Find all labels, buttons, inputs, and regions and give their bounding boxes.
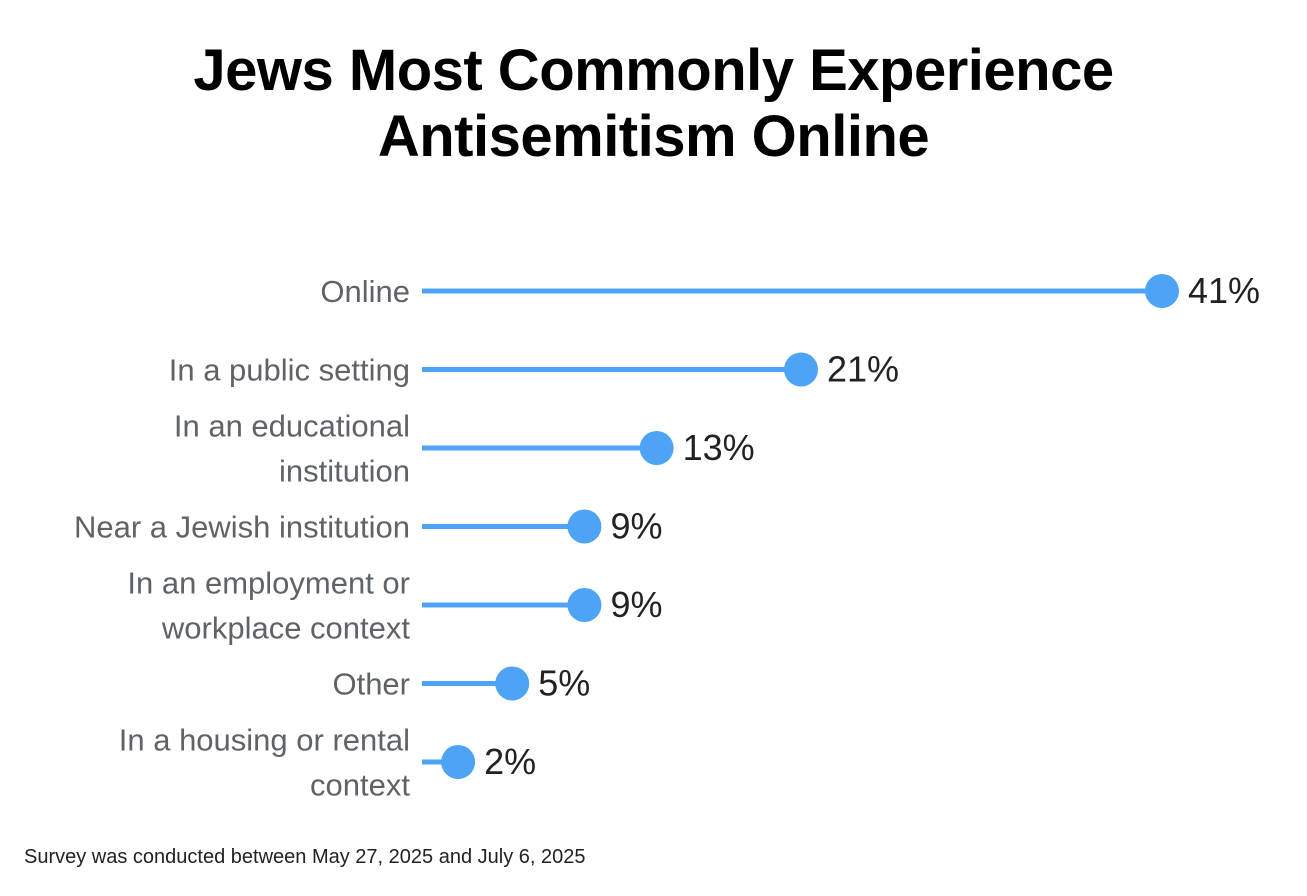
- category-label: Other: [332, 667, 410, 702]
- category-label-line: In an educational: [174, 409, 410, 444]
- value-label: 2%: [484, 741, 536, 782]
- footnote: Survey was conducted between May 27, 202…: [24, 846, 586, 868]
- category-label-line: In a housing or rental: [119, 723, 410, 758]
- category-label: In an employment or workplace context: [127, 566, 410, 646]
- category-label-line: context: [310, 768, 410, 803]
- category-label: In a public setting: [169, 353, 410, 388]
- category-label-line: Online: [320, 274, 410, 309]
- category-label-line: workplace context: [161, 611, 411, 646]
- category-label-line: In a public setting: [169, 353, 410, 388]
- category-label-line: In an employment or: [127, 566, 410, 601]
- chart-title: Jews Most Commonly Experience Antisemiti…: [0, 38, 1307, 170]
- lollipop-dot: [495, 666, 530, 701]
- lollipop-dot: [784, 352, 819, 387]
- category-label-line: institution: [279, 454, 410, 489]
- chart-title-line-2: Antisemitism Online: [377, 104, 930, 169]
- lollipop-dot: [441, 745, 476, 779]
- lollipop-dot: [1145, 274, 1179, 308]
- category-label: In an educational institution: [174, 409, 410, 489]
- category-label: In a housing or rental context: [119, 723, 411, 803]
- category-label-line: Other: [332, 667, 410, 702]
- value-label: 9%: [610, 506, 662, 547]
- value-label: 5%: [538, 663, 590, 704]
- value-label: 9%: [610, 584, 662, 625]
- lollipop-dot: [639, 431, 674, 465]
- value-label: 21%: [827, 349, 899, 390]
- category-label: Online: [320, 274, 410, 309]
- chart-title-line-1: Jews Most Commonly Experience: [193, 38, 1114, 103]
- value-label: 13%: [683, 427, 755, 468]
- category-label: Near a Jewish institution: [74, 510, 410, 545]
- lollipop-dot: [567, 588, 602, 622]
- category-label-line: Near a Jewish institution: [74, 510, 410, 545]
- value-label: 41%: [1188, 270, 1260, 311]
- lollipop-dot: [567, 509, 602, 544]
